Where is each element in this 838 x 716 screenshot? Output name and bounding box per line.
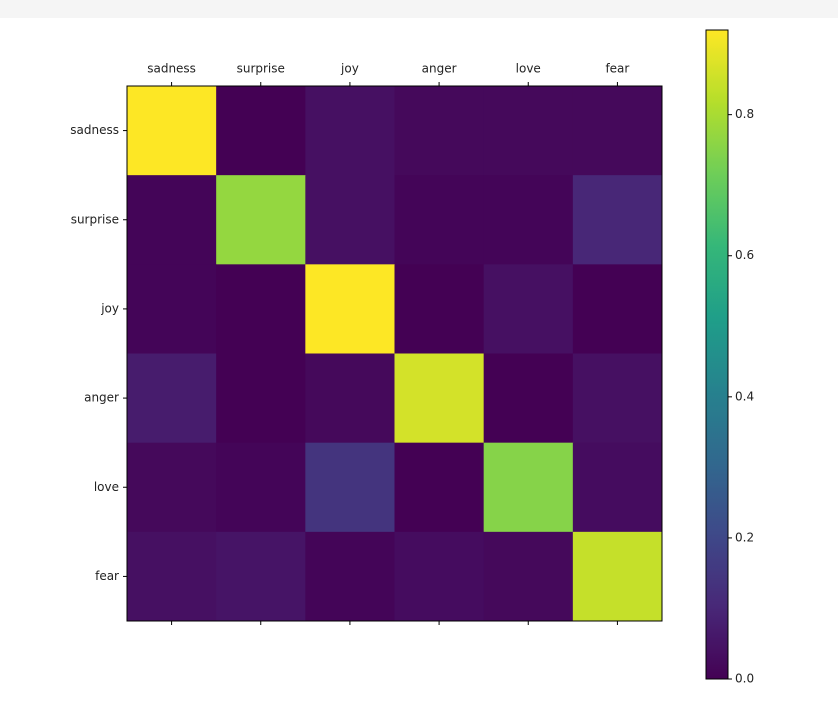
cell <box>483 353 574 444</box>
cell <box>483 531 574 622</box>
cell <box>572 353 663 444</box>
colorbar-tick-label: 0.8 <box>735 107 754 121</box>
cell <box>394 531 485 622</box>
x-tick-label: sadness <box>147 62 196 76</box>
y-tick-label: sadness <box>70 123 119 137</box>
colorbar-tick-label: 0.6 <box>735 248 754 262</box>
plot-frame <box>126 85 663 622</box>
y-tick-label: fear <box>95 569 119 583</box>
cell <box>394 264 485 354</box>
x-tick-label: joy <box>340 62 359 76</box>
cell <box>483 442 574 533</box>
cell <box>127 353 217 444</box>
cell <box>305 264 395 354</box>
cell <box>127 175 217 265</box>
cell <box>305 442 395 533</box>
cell <box>305 353 395 444</box>
cell <box>216 442 306 533</box>
cell <box>483 264 574 354</box>
x-tick-label: love <box>516 62 541 76</box>
cell <box>305 531 395 622</box>
colorbar <box>705 29 729 680</box>
y-tick-label: surprise <box>71 212 119 226</box>
cell <box>127 442 217 533</box>
cell <box>572 175 663 265</box>
cell <box>216 86 306 176</box>
cell <box>305 86 395 176</box>
colorbar-tick-label: 0.2 <box>735 530 754 544</box>
cell <box>127 86 217 176</box>
y-tick-label: joy <box>100 301 119 315</box>
x-tick-label: anger <box>422 62 457 76</box>
cell <box>572 86 663 176</box>
colorbar-tick-label: 0.4 <box>735 389 754 403</box>
cell <box>394 442 485 533</box>
x-tick-label: fear <box>605 62 629 76</box>
cell <box>127 264 217 354</box>
y-tick-label: love <box>94 480 119 494</box>
cell <box>394 86 485 176</box>
cell <box>572 264 663 354</box>
cell <box>394 353 485 444</box>
cell <box>394 175 485 265</box>
cell <box>216 175 306 265</box>
cell <box>572 442 663 533</box>
cell <box>483 86 574 176</box>
cell <box>127 531 217 622</box>
colorbar-tick-label: 0.0 <box>735 672 754 686</box>
cell <box>305 175 395 265</box>
cell <box>216 264 306 354</box>
cell <box>216 353 306 444</box>
top-band <box>0 0 838 18</box>
x-tick-label: surprise <box>237 62 285 76</box>
cell <box>572 531 663 622</box>
cell <box>216 531 306 622</box>
y-tick-label: anger <box>84 391 119 405</box>
cell <box>483 175 574 265</box>
